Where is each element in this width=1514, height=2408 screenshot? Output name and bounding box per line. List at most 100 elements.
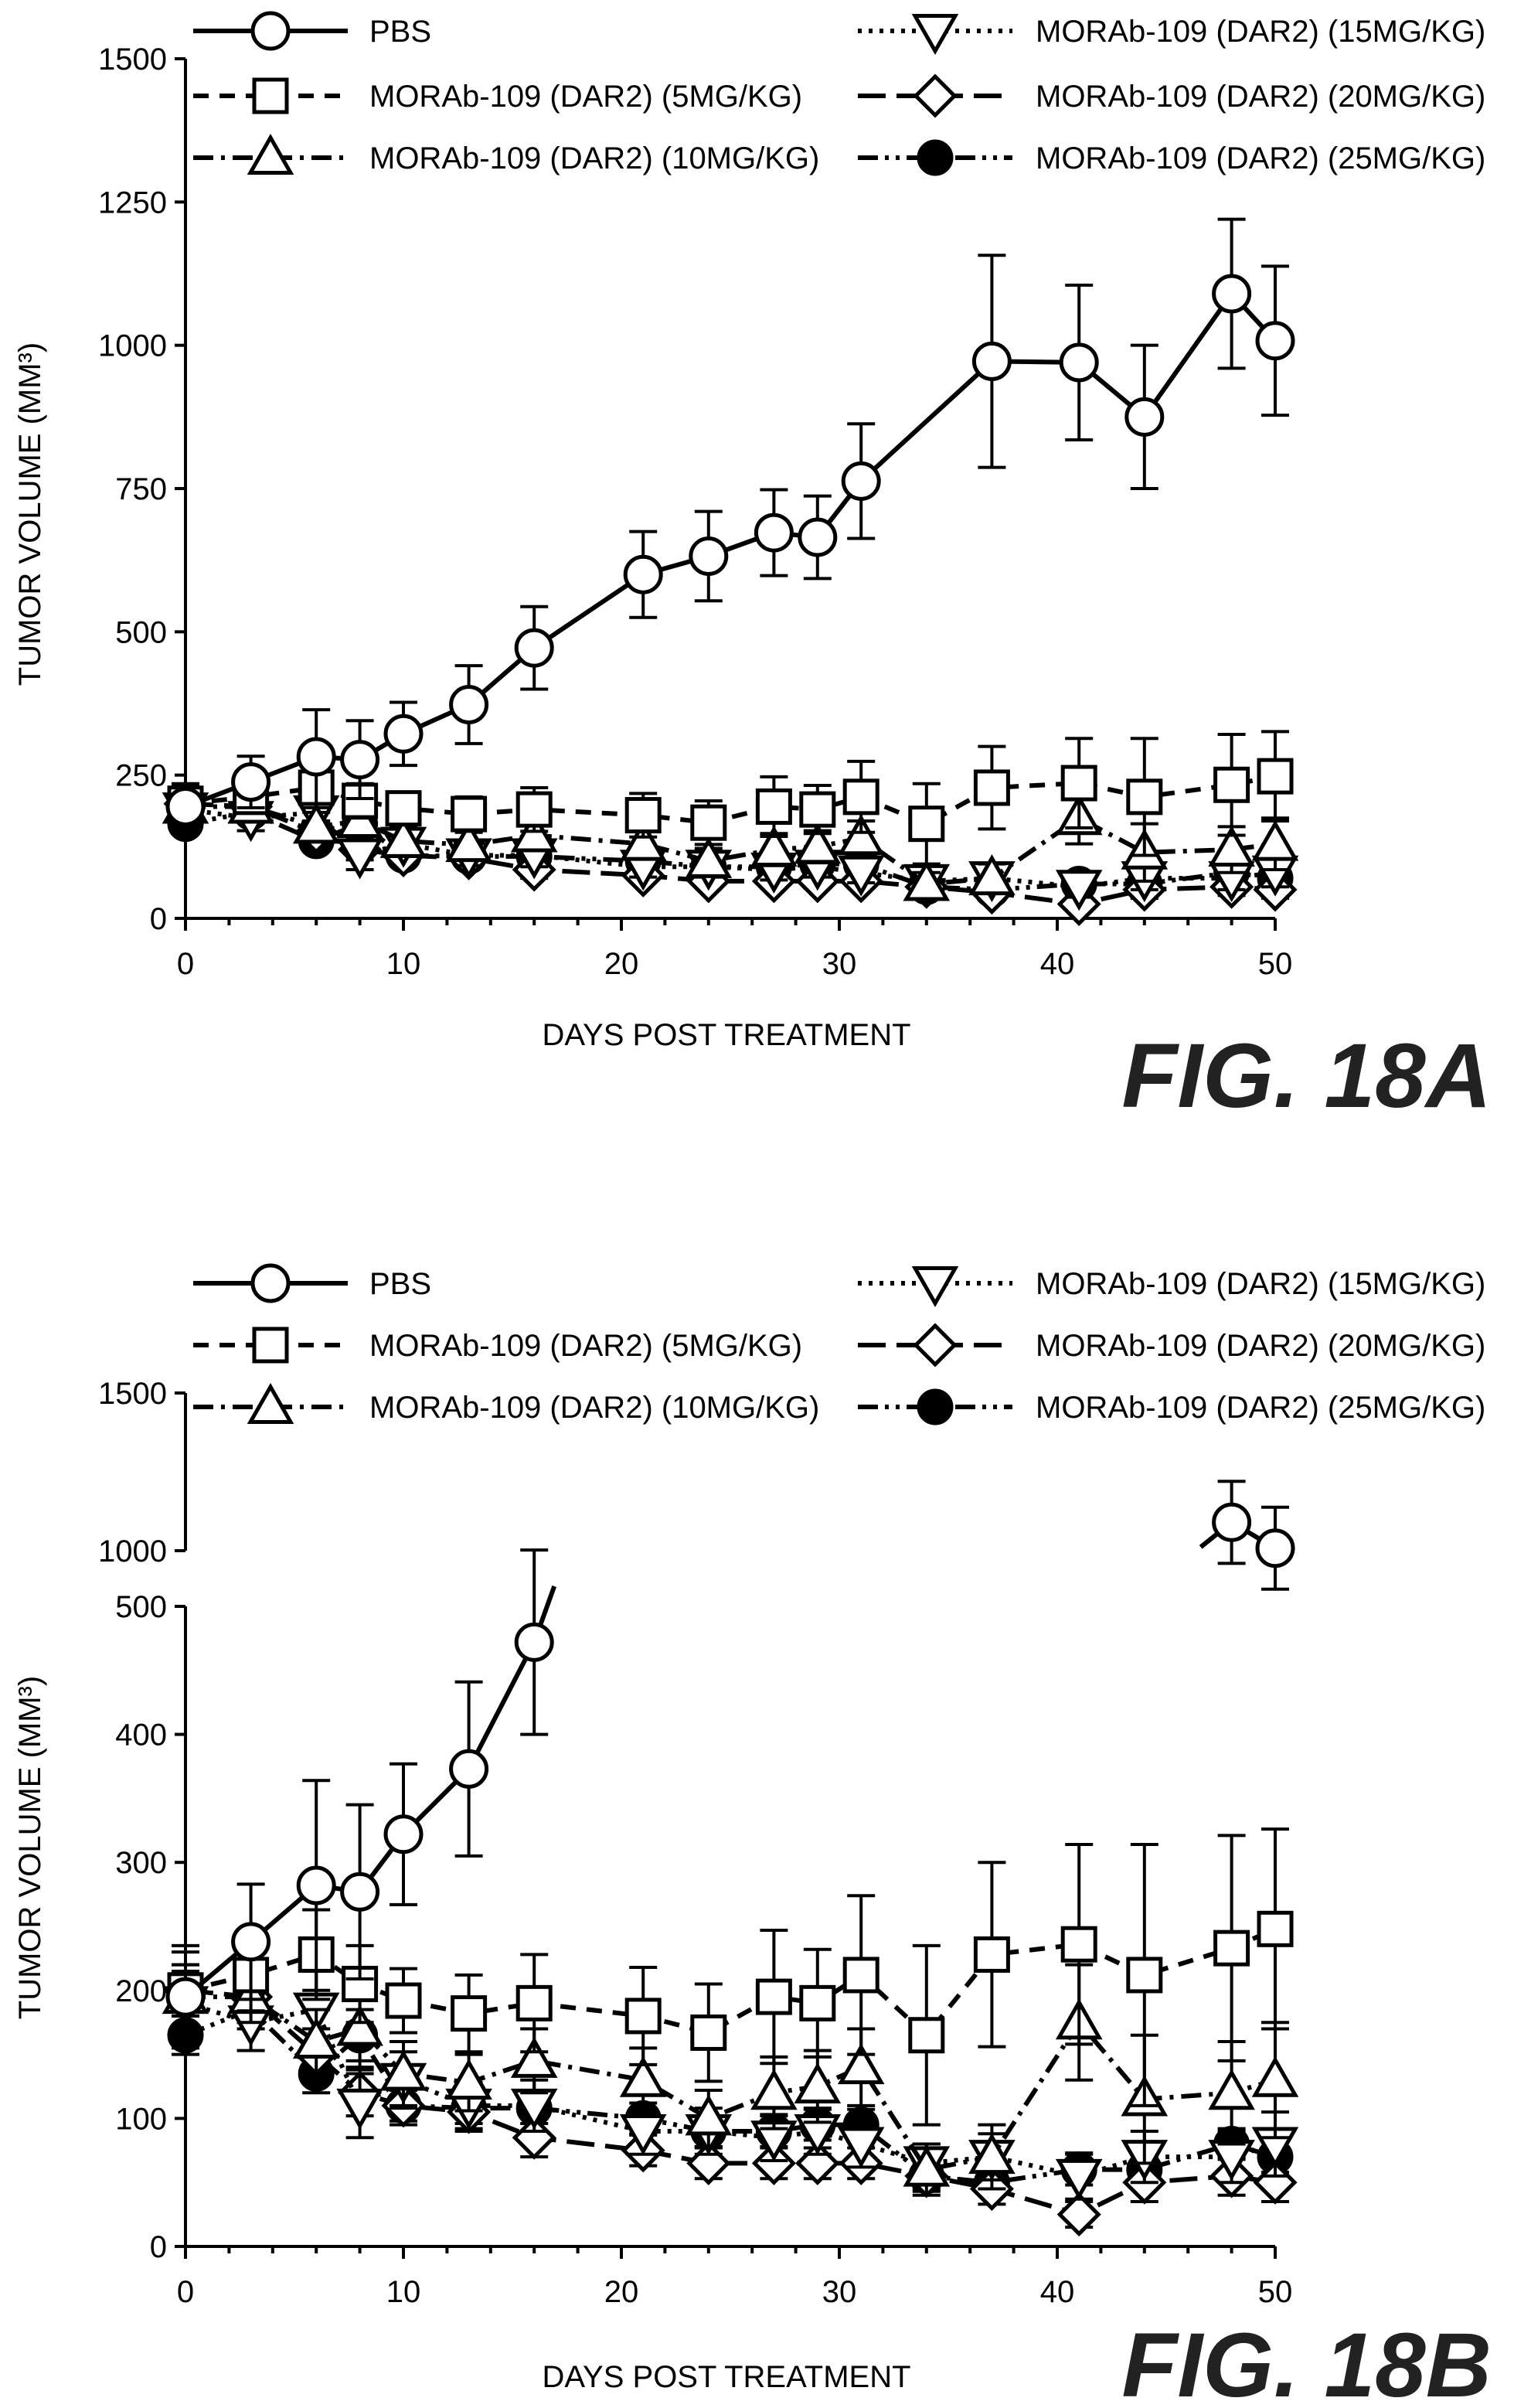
y-axis-a-tick-label: 250: [115, 759, 167, 793]
data-point-15mgkg: [1055, 870, 1103, 911]
data-point-5mgkg: [1126, 778, 1163, 816]
y-axis-b-upper-tick-label: 1500: [98, 1377, 167, 1411]
data-point-5mgkg: [624, 797, 662, 834]
series-pbs: [165, 217, 1295, 832]
data-point-5mgkg: [451, 1995, 488, 2032]
data-point-10mgkg: [685, 836, 733, 878]
data-point-pbs: [383, 714, 424, 754]
legend-marker-5mgkg: [252, 1327, 289, 1364]
data-point-5mgkg: [755, 1978, 792, 2015]
data-point-5mgkg: [385, 790, 422, 827]
data-point-10mgkg: [292, 2018, 340, 2059]
legend-b-15mgkg-label: MORAb-109 (DAR2) (15MG/KG): [1036, 1267, 1485, 1301]
data-point-pbs: [1124, 397, 1165, 437]
data-point-pbs: [754, 513, 794, 553]
y-axis-b-lower-tick-label: 500: [115, 1590, 167, 1624]
data-point-pbs: [449, 684, 489, 724]
data-point-20mgkg: [751, 2141, 796, 2185]
x-axis-b-tick-label: 0: [177, 2275, 194, 2309]
data-point-5mgkg: [1213, 766, 1250, 803]
data-point-pbs: [1212, 1502, 1252, 1542]
data-point-10mgkg: [750, 826, 798, 867]
y-axis-a-tick-label: 750: [115, 472, 167, 506]
legend-b-25mgkg: MORAb-109 (DAR2) (25MG/KG): [858, 1388, 1485, 1425]
data-point-pbs: [383, 1814, 424, 1855]
x-axis-a-tick-label: 40: [1040, 947, 1075, 981]
legend-b-5mgkg-label: MORAb-109 (DAR2) (5MG/KG): [369, 1329, 802, 1363]
data-point-10mgkg: [619, 2055, 667, 2097]
x-axis-a-tick-label: 10: [386, 947, 421, 981]
x-axis-a-tick-label: 20: [604, 947, 639, 981]
data-point-5mgkg: [1257, 1910, 1294, 1947]
data-point-pbs: [1255, 1528, 1295, 1568]
data-point-pbs: [971, 341, 1012, 381]
data-point-pbs: [689, 536, 729, 576]
data-point-5mgkg: [755, 788, 792, 825]
data-point-10mgkg: [968, 2133, 1016, 2175]
data-point-5mgkg: [973, 1936, 1010, 1973]
data-point-10mgkg: [1251, 2055, 1299, 2097]
data-point-5mgkg: [624, 1998, 662, 2035]
data-point-5mgkg: [515, 1984, 553, 2021]
figure-label-b: FIG. 18B: [1121, 2314, 1492, 2408]
data-point-10mgkg: [968, 854, 1016, 896]
series-20mgkg: [163, 782, 1298, 927]
legend-b-10mgkg-label: MORAb-109 (DAR2) (10MG/KG): [369, 1391, 819, 1425]
legend-a-20mgkg: MORAb-109 (DAR2) (20MG/KG): [858, 73, 1485, 118]
data-point-pbs: [514, 628, 554, 668]
legend-marker-pbs: [250, 11, 291, 51]
data-point-5mgkg: [908, 806, 945, 843]
data-point-10mgkg: [336, 2004, 383, 2046]
legend-marker-25mgkg: [917, 139, 954, 176]
data-point-5mgkg: [515, 791, 553, 828]
data-point-5mgkg: [799, 1984, 836, 2021]
x-axis-title-a: DAYS POST TREATMENT: [542, 1018, 910, 1052]
series-25mgkg: [167, 1988, 1294, 2201]
data-point-pbs: [1059, 342, 1099, 383]
data-point-15mgkg: [619, 2113, 667, 2155]
data-point-5mgkg: [385, 1982, 422, 2019]
data-point-pbs: [1212, 274, 1252, 314]
legend-a-25mgkg-label: MORAb-109 (DAR2) (25MG/KG): [1036, 141, 1485, 175]
data-point-10mgkg: [750, 2069, 798, 2110]
data-point-pbs: [449, 1749, 489, 1789]
data-point-10mgkg: [1208, 826, 1255, 867]
data-point-pbs: [798, 517, 838, 557]
y-axis-b-lower-tick-label: 100: [115, 2102, 167, 2136]
plot-area-a: [162, 217, 1299, 927]
legend-a-10mgkg-label: MORAb-109 (DAR2) (10MG/KG): [369, 141, 819, 175]
legend-marker-15mgkg: [911, 14, 959, 56]
y-axis-b-lower-tick-label: 200: [115, 1974, 167, 2008]
chart-b: PBS MORAb-109 (DAR2) (5MG/KG) MORAb-109 …: [13, 1263, 1492, 2408]
data-point-15mgkg: [336, 2088, 383, 2130]
legend-b-pbs: PBS: [193, 1263, 431, 1303]
legend-a-5mgkg-label: MORAb-109 (DAR2) (5MG/KG): [369, 80, 802, 114]
legend-marker-20mgkg: [913, 1323, 958, 1367]
x-axis-b-tick-label: 30: [822, 2275, 857, 2309]
data-point-pbs: [340, 740, 380, 780]
data-point-10mgkg: [837, 814, 885, 856]
data-point-5mgkg: [690, 804, 727, 841]
y-axis-a-tick-label: 1000: [98, 329, 167, 363]
data-point-10mgkg: [445, 2058, 492, 2100]
legend-a-15mgkg: MORAb-109 (DAR2) (15MG/KG): [858, 14, 1485, 56]
legend-a: PBS MORAb-109 (DAR2) (5MG/KG) MORAb-109 …: [193, 11, 1485, 176]
y-axis-a-tick-label: 1250: [98, 186, 167, 220]
series-5mgkg: [167, 1827, 1294, 2127]
x-axis-b-tick-label: 20: [604, 2275, 639, 2309]
series-line-15mgkg: [185, 807, 1276, 890]
legend-marker-25mgkg: [917, 1388, 954, 1425]
data-point-pbs: [296, 1865, 336, 1906]
series-line-10mgkg: [185, 1994, 1276, 2172]
data-point-10mgkg: [903, 860, 951, 901]
data-point-pbs: [231, 1922, 271, 1962]
data-point-10mgkg: [379, 816, 427, 858]
legend-b-15mgkg: MORAb-109 (DAR2) (15MG/KG): [858, 1266, 1485, 1308]
y-axis-b-upper-tick-label: 1000: [98, 1534, 167, 1568]
y-axis-b-lower-tick-label: 400: [115, 1718, 167, 1752]
data-point-15mgkg: [336, 838, 383, 880]
data-point-pbs: [623, 554, 663, 594]
data-point-10mgkg: [292, 802, 340, 844]
data-point-5mgkg: [973, 769, 1010, 806]
x-axis-b-tick-label: 10: [386, 2275, 421, 2309]
